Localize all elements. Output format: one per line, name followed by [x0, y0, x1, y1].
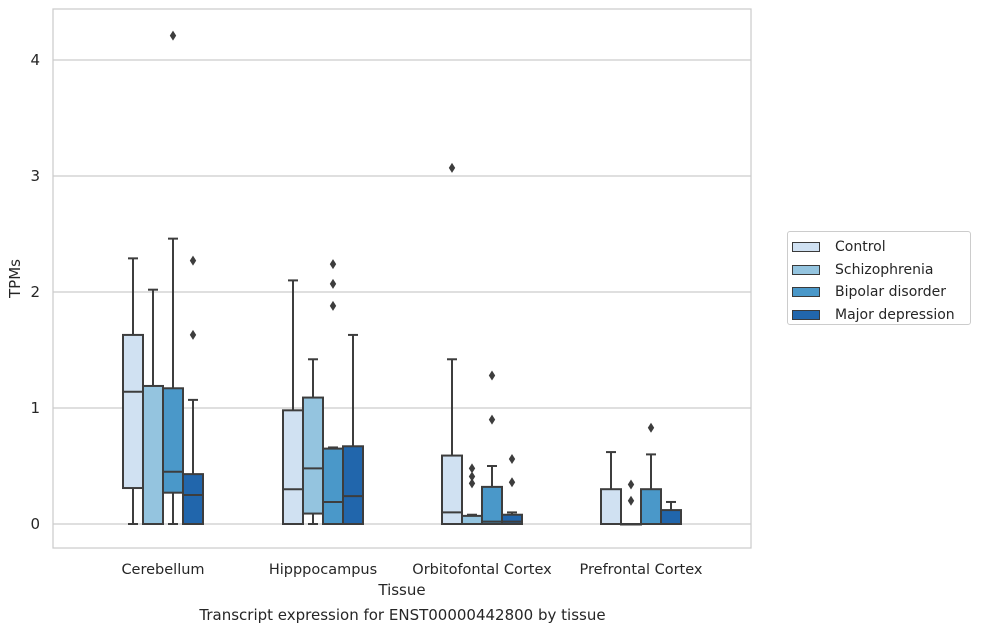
x-tick-label: Cerebellum [121, 562, 204, 578]
outlier-point [329, 300, 337, 311]
box-schizophrenia-0 [142, 288, 164, 525]
box-control-1 [282, 279, 304, 526]
box-schizophrenia-3 [620, 479, 642, 526]
box-iqr [142, 384, 164, 525]
legend-item: Control [792, 236, 970, 259]
legend-label: Schizophrenia [835, 261, 934, 278]
legend-label: Bipolar disorder [835, 284, 947, 301]
y-tick-label: 2 [30, 283, 40, 301]
box-iqr [322, 447, 344, 526]
x-tick-label: Orbitofontal Cortex [412, 562, 552, 578]
figure-caption: Transcript expression for ENST0000044280… [199, 606, 606, 624]
box-iqr [122, 333, 144, 490]
box-iqr [441, 454, 463, 525]
outlier-point [627, 495, 635, 506]
box-bipolar-disorder-0 [162, 30, 184, 525]
box-iqr [640, 488, 662, 526]
outlier-point [329, 259, 337, 270]
box-bipolar-disorder-2 [481, 370, 503, 526]
legend-item: Bipolar disorder [792, 281, 970, 304]
box-bipolar-disorder-3 [640, 422, 662, 526]
box-major-depression-3 [660, 500, 682, 525]
outlier-point [189, 255, 197, 266]
legend-swatch [792, 264, 820, 275]
legend-swatch [792, 287, 820, 298]
y-axis-label: TPMs [6, 259, 24, 299]
box-iqr [302, 396, 324, 515]
y-tick-label: 3 [30, 167, 40, 185]
box-control-0 [122, 257, 144, 525]
outlier-point [627, 479, 635, 490]
outlier-point [189, 329, 197, 340]
outlier-point [508, 477, 516, 488]
box-iqr [182, 473, 204, 525]
outlier-point [488, 370, 496, 381]
box-iqr [461, 514, 483, 526]
x-axis-label: Tissue [377, 581, 425, 599]
y-tick-label: 0 [30, 515, 40, 533]
legend: Control Schizophrenia Bipolar disorder Majo… [787, 231, 971, 325]
outlier-point [448, 162, 456, 173]
box-iqr [600, 488, 622, 526]
outlier-point [329, 278, 337, 289]
box-iqr [501, 513, 523, 525]
legend-label: Major depression [835, 306, 955, 323]
box-schizophrenia-2 [461, 463, 483, 526]
outlier-point [169, 30, 177, 41]
box-major-depression-2 [501, 454, 523, 525]
box-iqr [282, 409, 304, 526]
legend-swatch [792, 242, 820, 253]
outlier-point [468, 478, 476, 489]
y-axis-ticks: 0 1 2 3 4 [30, 51, 40, 533]
box-iqr [481, 485, 503, 526]
legend-label: Control [835, 239, 886, 256]
y-tick-label: 4 [30, 51, 40, 69]
legend-swatch [792, 309, 820, 320]
y-tick-label: 1 [30, 399, 40, 417]
x-tick-label: Prefrontal Cortex [580, 562, 703, 578]
x-axis-ticks: Cerebellum Hipppocampus Orbitofontal Corte… [121, 562, 702, 578]
box-iqr [342, 445, 364, 525]
box-control-3 [600, 451, 622, 526]
outlier-point [488, 414, 496, 425]
legend-item: Schizophrenia [792, 259, 970, 282]
box-iqr [660, 509, 682, 525]
outlier-point [508, 454, 516, 465]
box-control-2 [441, 162, 463, 525]
x-tick-label: Hipppocampus [269, 562, 377, 578]
box-groups [122, 30, 682, 526]
outlier-point [468, 463, 476, 474]
box-schizophrenia-1 [302, 358, 324, 525]
outlier-point [468, 471, 476, 482]
box-bipolar-disorder-1 [322, 259, 344, 526]
box-iqr [162, 387, 184, 494]
box-major-depression-1 [342, 333, 364, 525]
legend-item: Major depression [792, 304, 970, 327]
outlier-point [647, 422, 655, 433]
plot-area-frame [52, 8, 752, 549]
box-major-depression-0 [182, 255, 204, 525]
